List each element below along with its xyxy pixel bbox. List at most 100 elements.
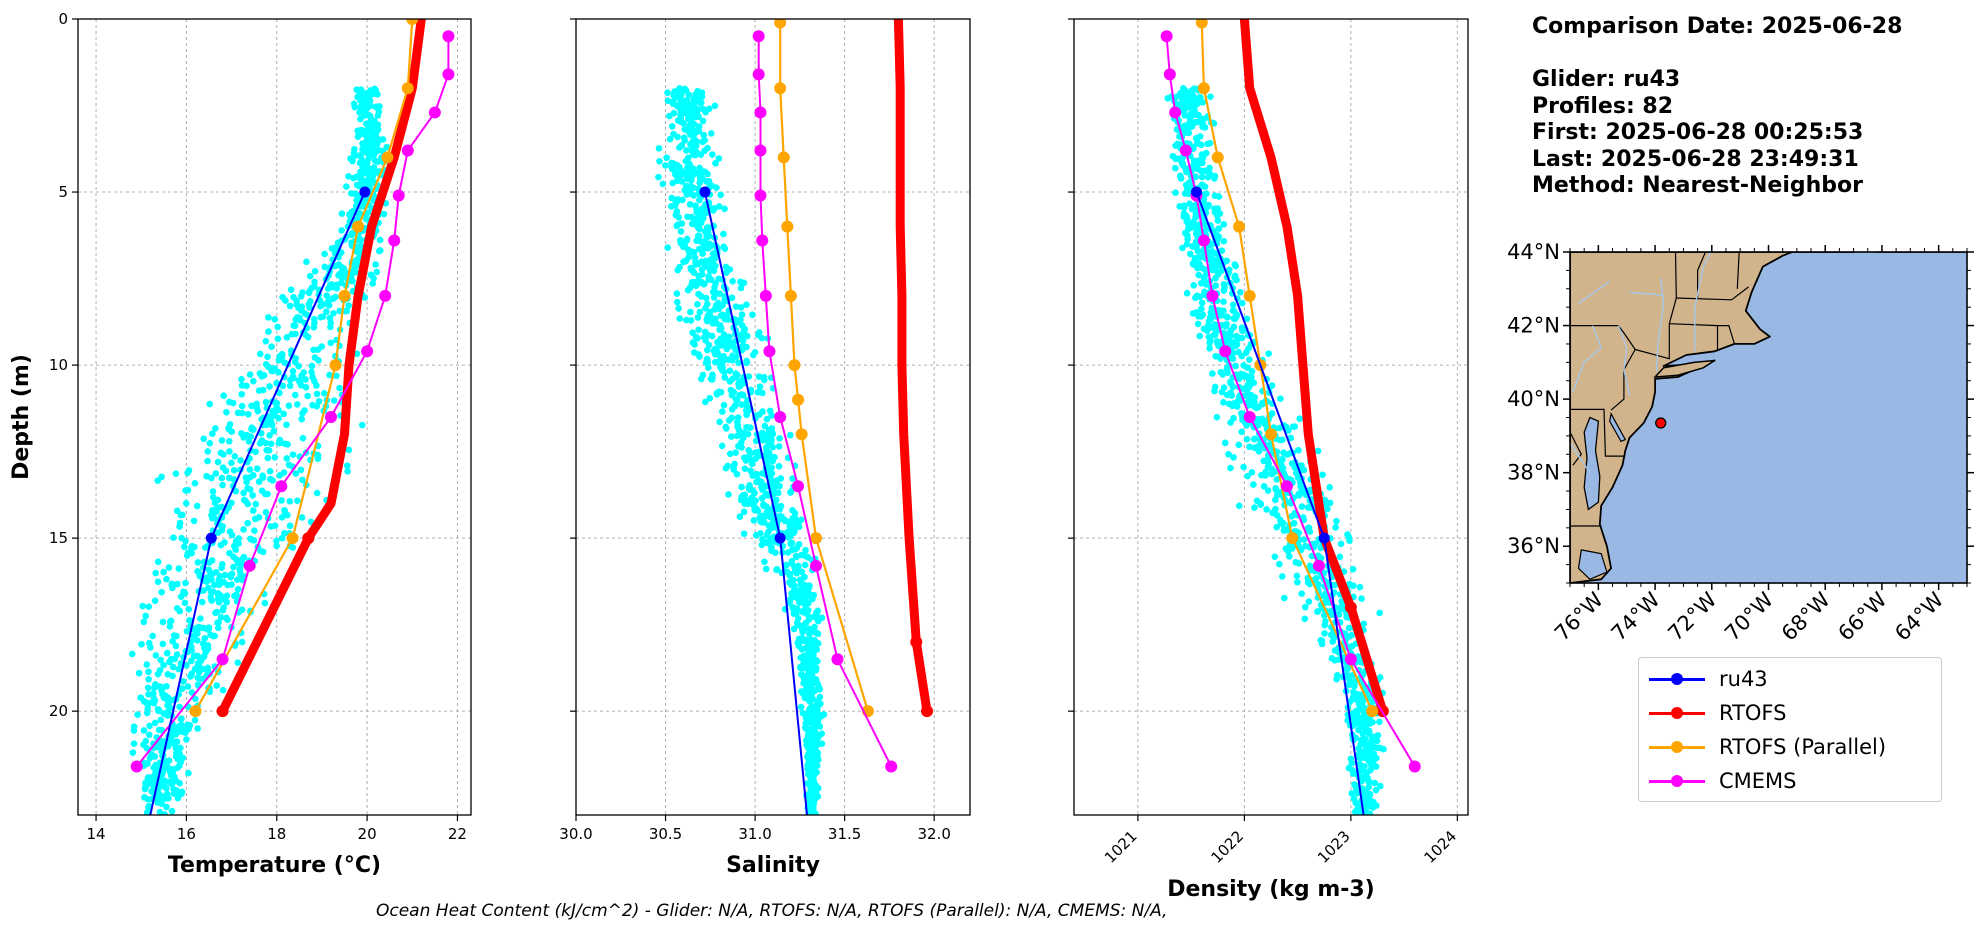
scatter-point [1355,745,1363,752]
scatter-point [302,331,310,339]
scatter-point [194,725,201,732]
scatter-point [1358,595,1365,602]
x-tick-label: 1021 [1101,827,1141,867]
scatter-point [696,179,703,187]
scatter-point [276,472,284,479]
series-point [1206,289,1219,302]
scatter-point [156,683,163,690]
scatter-point [265,328,272,335]
scatter-point [1344,531,1351,538]
scatter-point [1179,244,1186,252]
scatter-point [737,284,745,292]
scatter-point [163,649,171,657]
scatter-point [204,448,212,455]
scatter-point [145,731,153,739]
scatter-point [252,448,259,456]
scatter-point [745,446,752,454]
river [1617,325,1631,396]
scatter-point [220,392,227,399]
scatter-point [687,264,695,272]
scatter-point [1181,122,1189,130]
scatter-point [193,502,201,510]
series-point [788,359,801,372]
scatter-point [1220,399,1227,406]
scatter-point [1190,281,1198,289]
scatter-point [367,271,375,279]
scatter-point [733,317,741,324]
scatter-point [1360,748,1368,755]
series-line-rtofs [893,19,932,712]
scatter-point [808,645,815,652]
scatter-point [814,617,822,625]
scatter-point [225,426,233,433]
scatter-point [1233,403,1241,410]
scatter-point [305,289,313,297]
scatter-point [219,560,226,568]
scatter-point [253,400,260,408]
scatter-point [192,695,199,703]
scatter-point [677,118,685,126]
scatter-point [289,367,297,375]
scatter-point [218,474,226,482]
scatter-point [1231,315,1239,323]
scatter-point [769,524,776,531]
scatter-point [668,164,675,171]
scatter-point [702,294,710,302]
scatter-point [678,167,686,175]
scatter-point [271,399,279,406]
scatter-point [357,242,365,249]
scatter-point [318,343,325,350]
scatter-point [1248,374,1255,381]
scatter-point [814,720,822,728]
scatter-point [1203,190,1210,198]
scatter-point [267,440,275,448]
scatter-point [225,437,233,445]
scatter-point [145,603,153,610]
scatter-point [1314,447,1322,455]
scatter-point [152,569,159,577]
scatter-point [165,564,173,571]
scatter-point [204,645,212,653]
scatter-point [184,549,192,557]
scatter-point [698,375,705,383]
scatter-point [809,654,817,661]
scatter-point [768,425,776,432]
scatter-point [175,565,183,572]
scatter-point [330,397,338,404]
scatter-point [722,269,730,276]
scatter-point [310,282,318,290]
scatter-point [1356,714,1363,721]
scatter-point [234,585,242,593]
scatter-point [211,499,219,507]
scatter-point [281,529,288,537]
scatter-point [794,614,802,622]
scatter-point [155,726,163,734]
scatter-point [267,475,274,483]
scatter-point [1188,123,1196,130]
scatter-point [1296,415,1303,422]
scatter-point [1348,790,1356,797]
scatter-point [747,467,754,474]
scatter-point [255,514,263,521]
scatter-point [166,739,174,747]
scatter-point [1193,118,1201,126]
scatter-point [692,147,699,155]
scatter-point [160,568,167,576]
x-tick-label: 16 [177,825,196,843]
scatter-point [200,435,207,443]
scatter-point [702,257,710,265]
scatter-point [759,408,766,415]
scatter-point [707,130,715,137]
scatter-point [178,715,185,723]
scatter-point [797,654,805,662]
scatter-point [693,208,700,216]
scatter-point [695,105,702,113]
scatter-point [736,378,743,386]
method: Method: Nearest-Neighbor [1532,173,1863,198]
scatter-point [721,205,728,213]
scatter-point [1198,181,1206,188]
scatter-point [1193,100,1201,108]
scatter-point [143,782,151,789]
series-point [1243,289,1256,302]
scatter-point [662,162,669,169]
